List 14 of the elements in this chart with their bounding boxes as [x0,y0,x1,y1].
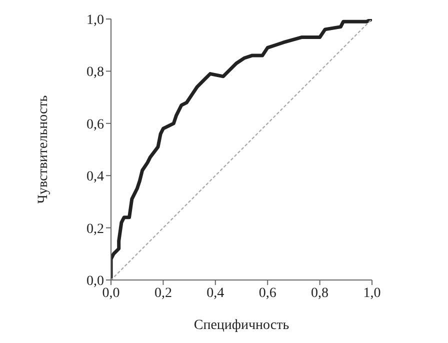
x-tick-label: 0,2 [154,286,172,301]
x-tick-label: 0,8 [311,286,329,301]
y-tick-label: 0,0 [86,274,104,289]
y-tick-label: 0,2 [86,222,104,237]
y-tick-label: 0,6 [86,117,104,132]
x-tick-label: 0,6 [258,286,276,301]
x-tick-label: 0,4 [206,286,224,301]
x-tick-label: 0,0 [102,286,120,301]
y-tick-label: 1,0 [86,12,104,28]
x-axis-title: Специфичность [194,318,290,333]
y-tick-label: 0,8 [86,65,104,80]
y-axis-title: Чувствительность [36,95,51,204]
x-tick-label: 1,0 [363,286,381,301]
y-tick-label: 0,4 [86,170,104,185]
